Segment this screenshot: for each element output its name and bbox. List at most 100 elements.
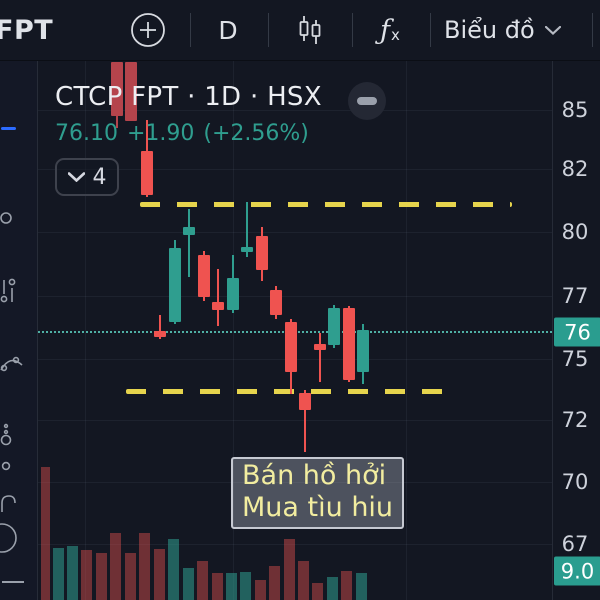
current-price-line (38, 331, 552, 333)
toolbar-divider (352, 13, 353, 47)
candlestick (183, 227, 195, 235)
symbol-search-button[interactable]: FPT (0, 0, 53, 60)
grid-line (406, 60, 407, 600)
volume-bar (67, 546, 78, 600)
candle-wick (203, 251, 205, 301)
candlestick (328, 308, 340, 345)
grid-line (37, 420, 552, 421)
chart-style-button[interactable] (288, 0, 332, 60)
volume-bar (240, 572, 251, 600)
toolbar-divider (430, 13, 431, 47)
toolbar-divider (190, 13, 191, 47)
candle-wick (159, 315, 161, 339)
last-price-badge: 76 (554, 317, 600, 347)
price-row: 76.10 +1.90 (+2.56%) (55, 121, 322, 146)
collapse-legend-button[interactable] (348, 82, 386, 120)
text-annotation[interactable]: Bán hồ hởi Mua tìu hiu (231, 457, 405, 529)
support-line[interactable] (126, 389, 452, 394)
candle-wick (362, 324, 364, 384)
candlestick (343, 308, 355, 380)
last-price: 76.10 (55, 121, 118, 146)
drawing-tool-icon[interactable] (0, 278, 22, 308)
candle-wick (333, 305, 335, 348)
candle-wick (261, 227, 263, 281)
chevron-down-icon (67, 172, 85, 182)
candle-wick (174, 240, 176, 324)
chart-legend: CTCP FPT · 1D · HSX 76.10 +1.90 (+2.56%)… (55, 82, 386, 196)
toolbar-divider (2, 581, 24, 583)
price-change: +1.90 (126, 121, 195, 146)
volume-bar (341, 571, 352, 600)
candle-wick (348, 306, 350, 382)
volume-bar (327, 577, 338, 600)
symbol-title[interactable]: CTCP FPT · 1D · HSX (55, 82, 322, 112)
candlestick (270, 290, 282, 315)
candlestick (227, 278, 239, 310)
plus-circle-icon (131, 13, 165, 47)
objects-count: 4 (92, 164, 107, 190)
candlestick (357, 330, 369, 372)
volume-bar (212, 573, 223, 600)
candlestick (169, 248, 181, 322)
chart-menu-label: Biểu đồ (444, 16, 535, 44)
interval-button[interactable]: D (208, 0, 248, 60)
volume-bar (41, 467, 50, 600)
price-axis-label: 67 (561, 532, 589, 556)
grid-line (37, 232, 552, 233)
volume-bar (269, 566, 280, 600)
active-tool-indicator (1, 127, 16, 130)
drawing-tool-icon[interactable] (0, 494, 20, 518)
toolbar-divider (592, 13, 593, 47)
price-change-percent: (+2.56%) (203, 121, 309, 146)
grid-line (37, 544, 552, 545)
drawing-tool-icon[interactable] (0, 458, 20, 477)
candle-wick (275, 286, 277, 319)
candlestick (285, 322, 297, 372)
volume-bar (53, 548, 64, 600)
price-axis[interactable]: 85 82 80 77 75 72 70 67 76 9.0 (552, 60, 600, 600)
annotation-line1: Bán hồ hởi (242, 460, 387, 491)
volume-bar (284, 539, 295, 600)
price-axis-label: 82 (561, 157, 589, 181)
drawing-tool-icon[interactable] (0, 208, 20, 232)
drawing-tool-icon[interactable] (0, 420, 20, 450)
price-axis-label: 70 (561, 470, 589, 494)
chart-menu-button[interactable]: Biểu đồ (444, 0, 561, 60)
minus-icon (357, 97, 377, 105)
volume-bar (255, 580, 266, 600)
candle-wick (188, 209, 190, 277)
candle-wick (246, 202, 248, 257)
candlestick (154, 331, 166, 337)
candle-wick (304, 390, 306, 452)
price-axis-label: 72 (561, 408, 589, 432)
volume-bar (168, 539, 179, 600)
chevron-down-icon (544, 25, 561, 35)
objects-tree-button[interactable]: 4 (55, 158, 119, 196)
price-axis-label: 77 (561, 284, 589, 308)
volume-bar (125, 553, 136, 600)
toolbar-divider (268, 13, 269, 47)
fx-icon: ƒ (380, 14, 391, 46)
annotation-line2: Mua tìu hiu (242, 492, 394, 523)
volume-bar (154, 549, 165, 600)
candle-wick (290, 319, 292, 394)
price-axis-label: 75 (561, 347, 589, 371)
volume-bar (81, 550, 92, 600)
add-symbol-button[interactable] (128, 0, 168, 60)
volume-bar (139, 533, 150, 600)
candlestick-icon (299, 16, 321, 44)
candle-wick (232, 255, 234, 313)
candlestick (212, 302, 224, 310)
grid-line (37, 296, 552, 297)
grid-line (37, 359, 552, 360)
drawing-toolbar[interactable] (0, 60, 38, 600)
fx-icon-sub: x (391, 26, 400, 44)
resistance-line[interactable] (140, 202, 512, 207)
drawing-tool-icon[interactable] (0, 353, 24, 379)
volume-bar (197, 561, 208, 600)
price-axis-label: 80 (561, 220, 589, 244)
drawing-tool-icon[interactable] (0, 518, 20, 562)
